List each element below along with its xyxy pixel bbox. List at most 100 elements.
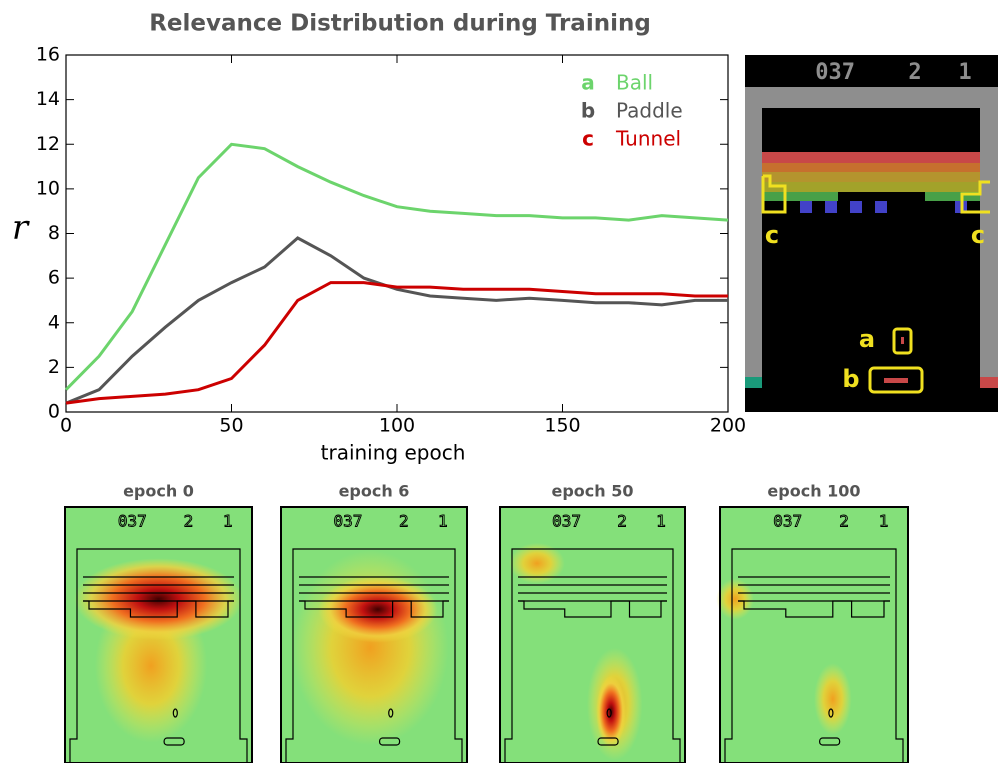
ball-outline	[172, 708, 178, 718]
wall-right-bottom	[980, 377, 998, 388]
legend-label: Ball	[616, 71, 653, 95]
brick-outline	[518, 600, 667, 618]
series-line	[64, 142, 729, 391]
heatmap-lives: 2	[839, 512, 849, 531]
paddle-outline	[597, 737, 619, 746]
heatmap: epoch 100 037 2 1	[716, 482, 909, 763]
frame-outline	[285, 548, 463, 763]
paddle-outline	[163, 737, 185, 746]
x-axis-label: training epoch	[321, 441, 466, 465]
heatmap-border	[499, 506, 686, 763]
y-tick-label: 4	[48, 311, 60, 333]
legend-label: Tunnel	[615, 127, 681, 151]
y-tick-label: 8	[48, 222, 60, 244]
heatmap-title: epoch 100	[767, 482, 860, 501]
x-tick-label: 100	[379, 415, 415, 437]
frame-outline	[69, 548, 248, 763]
heatmap-title: epoch 50	[551, 482, 633, 501]
paddle-box	[868, 366, 924, 394]
heatmap-lives: 2	[184, 512, 194, 531]
annotation-label: a	[859, 325, 875, 353]
heatmap-border	[64, 506, 253, 763]
heatmap-score: 037	[334, 512, 363, 531]
legend-key: b	[581, 99, 595, 123]
game-lives: 2	[908, 60, 921, 85]
brick-row	[762, 152, 980, 163]
x-tick-label: 150	[544, 415, 580, 437]
game-bg	[745, 55, 998, 412]
y-tick-label: 14	[36, 88, 60, 110]
heatmap-border	[280, 506, 468, 763]
heatmap-level: 1	[879, 512, 889, 531]
brick	[875, 201, 887, 213]
game-screenshot: 037 2 1 a b c c	[745, 55, 998, 412]
brick-row	[762, 192, 850, 201]
annotation-label: b	[842, 365, 859, 393]
heatmap-level: 1	[438, 512, 448, 531]
chart-title: Relevance Distribution during Training	[149, 11, 651, 37]
heatmap-score: 037	[552, 512, 581, 531]
tunnel-box	[761, 174, 787, 214]
wall-top	[745, 87, 998, 108]
heatmap-lives: 2	[399, 512, 409, 531]
game-level: 1	[958, 60, 971, 85]
legend-key: c	[582, 127, 594, 151]
ball-outline	[606, 708, 612, 718]
legend-key: a	[581, 71, 595, 95]
y-tick-label: 16	[36, 44, 60, 66]
heatmap-border	[719, 506, 909, 763]
series-line	[65, 236, 728, 405]
y-axis-label: r	[12, 208, 30, 248]
y-tick-label: 10	[36, 177, 60, 199]
y-tick-label: 6	[48, 267, 60, 289]
heatmap-level: 1	[656, 512, 666, 531]
brick-outline	[83, 600, 234, 618]
ball-outline	[828, 708, 834, 718]
brick-outline	[738, 600, 890, 618]
annotation-label: c	[971, 221, 985, 249]
brick-row	[762, 172, 980, 182]
y-tick-label: 12	[36, 133, 60, 155]
heatmap-title: epoch 6	[339, 482, 410, 501]
heatmap: epoch 0 037 2 1	[64, 482, 253, 763]
brick-row	[762, 182, 980, 192]
heatmap-score: 037	[773, 512, 802, 531]
heatmap-bg	[720, 507, 908, 763]
frame-outline	[724, 548, 904, 763]
relevance-blob	[509, 542, 565, 584]
plot-frame	[65, 54, 729, 413]
legend-label: Paddle	[616, 99, 683, 123]
heatmap: epoch 50 037 2 1	[499, 482, 686, 763]
heatmap-level: 1	[223, 512, 233, 531]
relevance-blob	[74, 558, 243, 641]
brick	[800, 201, 812, 213]
brick-row	[762, 163, 980, 172]
wall-left-bottom	[745, 377, 762, 388]
wall-right	[980, 87, 998, 388]
frame-outline	[504, 548, 681, 763]
heatmap-score: 037	[118, 512, 147, 531]
series-line	[65, 281, 728, 405]
tunnel-box	[960, 180, 990, 214]
y-tick-label: 2	[48, 356, 60, 378]
paddle-outline	[819, 737, 841, 746]
tunnel-gap	[838, 192, 850, 201]
paddle	[884, 378, 908, 383]
brick-outline	[299, 600, 449, 618]
relevance-blob	[814, 663, 852, 735]
heatmap: epoch 6 037 2 1	[280, 482, 468, 763]
brick-row	[925, 192, 980, 201]
wall-left	[745, 87, 762, 388]
heatmap-lives: 2	[617, 512, 627, 531]
x-tick-label: 0	[60, 415, 72, 437]
annotation-label: c	[765, 221, 779, 249]
ball	[901, 337, 904, 344]
brick	[825, 201, 837, 213]
x-tick-label: 200	[710, 415, 746, 437]
brick	[850, 201, 862, 213]
y-tick-label: 0	[48, 401, 60, 423]
game-score: 037	[815, 60, 855, 85]
